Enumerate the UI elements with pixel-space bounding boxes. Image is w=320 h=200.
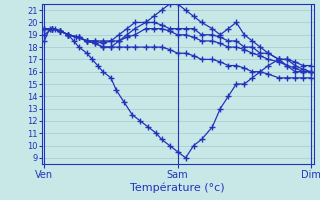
X-axis label: Température (°c): Température (°c) bbox=[130, 182, 225, 193]
